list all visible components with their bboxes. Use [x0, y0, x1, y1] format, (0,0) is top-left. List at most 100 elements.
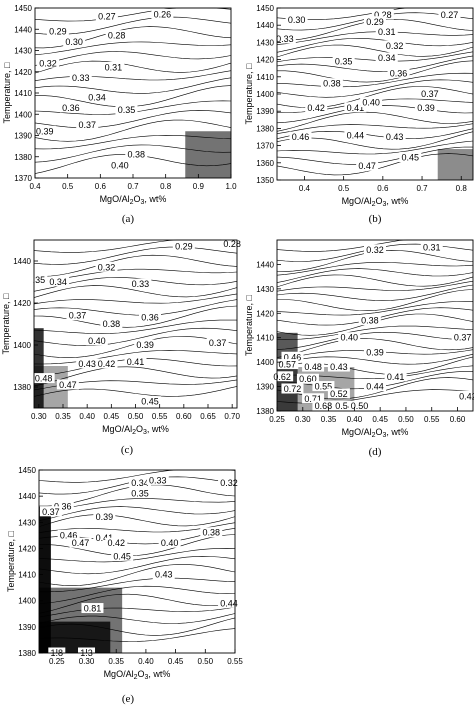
x-tick-label: 0.8 [456, 184, 468, 193]
contour-label-bg [281, 383, 304, 394]
contour-line [38, 555, 236, 575]
contour-label-bg [115, 104, 138, 115]
x-axis-label: MgO/Al2O3, wt% [342, 427, 409, 439]
y-tick-label: 1370 [14, 174, 32, 183]
y-tick-label: 1350 [256, 176, 274, 185]
contour-line [34, 51, 232, 66]
x-tick-label: 0.70 [224, 412, 240, 421]
contour-label-bg [76, 119, 99, 130]
y-tick-label: 1380 [14, 153, 32, 162]
contour-label-bg [375, 52, 398, 63]
contour-label: 0.42 [98, 359, 116, 369]
contour-label: 0.37 [79, 120, 97, 130]
contour-label: 0.47 [72, 538, 90, 548]
contour-line [276, 140, 474, 155]
y-tick-label: 1420 [256, 309, 274, 318]
contour-label-bg [139, 396, 161, 407]
contour-label: 0.40 [88, 336, 106, 346]
contour-label: 0.29 [49, 26, 67, 36]
y-tick-label: 1380 [256, 124, 274, 133]
contour-label: 0.29 [366, 17, 384, 27]
contour-label-bg [289, 131, 312, 142]
y-axis-label: Temperature, □ [244, 63, 254, 125]
contour-label-bg [124, 356, 147, 367]
contour-label-bg [95, 11, 118, 21]
contour-label-bg [39, 506, 62, 517]
contour-label: 0.33 [72, 73, 90, 83]
contour-label-bg [32, 373, 55, 384]
y-axis-label: Temperature, □ [244, 294, 254, 356]
contour-label: 0.33 [276, 34, 294, 44]
x-tick-label: 0.4 [299, 184, 311, 193]
contour-label-bg [387, 67, 410, 78]
contour-line [277, 289, 474, 312]
x-tick-label: 0.45 [168, 657, 184, 666]
contour-label: 0.31 [378, 27, 396, 37]
contour-label-bg [158, 537, 181, 548]
contour-label: 0.45 [141, 397, 159, 407]
x-tick-label: 0.60 [450, 415, 466, 424]
y-tick-label: 1440 [13, 257, 31, 266]
contour-line [276, 123, 474, 134]
x-tick-label: 0.25 [49, 657, 65, 666]
contour-label: 0.42 [107, 538, 125, 548]
contour-line [277, 60, 474, 83]
contour-label: 0.43 [78, 359, 96, 369]
contour-label-bg [281, 351, 304, 362]
contour-line [33, 285, 238, 298]
contour-label-bg [86, 91, 109, 102]
plot-frame [276, 239, 474, 412]
x-tick-label: 0.50 [128, 412, 144, 421]
x-tick-label: 0.65 [200, 412, 216, 421]
contour-line [276, 79, 474, 98]
contour-label: 0.39 [417, 103, 435, 113]
y-tick-label: 1420 [14, 68, 32, 77]
contour-label-bg [438, 9, 461, 20]
contour-label: 0.37 [42, 507, 60, 517]
contour-label: 0.43 [386, 132, 404, 142]
panel-label: (e) [122, 693, 135, 705]
contour-label-bg [312, 400, 335, 411]
contour-label-bg [271, 371, 294, 382]
contour-label: 0.43 [330, 362, 348, 372]
dense-contour-region [185, 131, 231, 178]
contour-label-bg [327, 361, 350, 372]
contour-label: 0.46 [292, 132, 310, 142]
contour-label: 0.32 [39, 58, 57, 68]
contour-label-bg [95, 358, 118, 369]
y-tick-label: 1420 [18, 544, 36, 553]
contour-label-bg [151, 8, 174, 19]
contour-line [33, 299, 238, 316]
contour-label-bg [69, 537, 92, 548]
contour-label: 0.34 [378, 53, 396, 63]
contour-label-bg [451, 332, 474, 343]
contour-label: 0.68 [315, 401, 333, 411]
contour-label: 0.31 [423, 242, 441, 252]
contour-label: 0.47 [358, 161, 376, 171]
contour-label: 0.33 [132, 279, 150, 289]
y-tick-label: 1430 [256, 285, 274, 294]
contour-line [276, 55, 474, 72]
contour-label-bg [139, 312, 161, 323]
x-axis-label: MgO/Al2O3, wt% [104, 669, 171, 681]
contour-line [33, 319, 238, 334]
contour-label-bg [218, 477, 241, 488]
contour-label: 0.34 [88, 92, 106, 102]
contour-label: 0.41 [387, 372, 405, 382]
y-tick-label: 1400 [256, 90, 274, 99]
contour-label-bg [95, 261, 118, 272]
y-tick-label: 1380 [256, 407, 274, 416]
contour-line [276, 274, 474, 288]
contour-label: 0.34 [131, 478, 149, 488]
contour-label: 0.32 [98, 262, 116, 272]
contour-label: 0.62 [273, 372, 291, 382]
contour-label-bg [348, 400, 371, 411]
contour-label: 0.39 [366, 347, 384, 357]
x-tick-label: 0.55 [424, 415, 440, 424]
contour-label-bg [285, 14, 308, 25]
contour-label: 0.48 [304, 362, 322, 372]
contour-label-bg [320, 78, 343, 89]
contour-label: 0.45 [113, 551, 131, 561]
contour-label: 0.38 [128, 150, 146, 160]
contour-line [276, 353, 474, 365]
